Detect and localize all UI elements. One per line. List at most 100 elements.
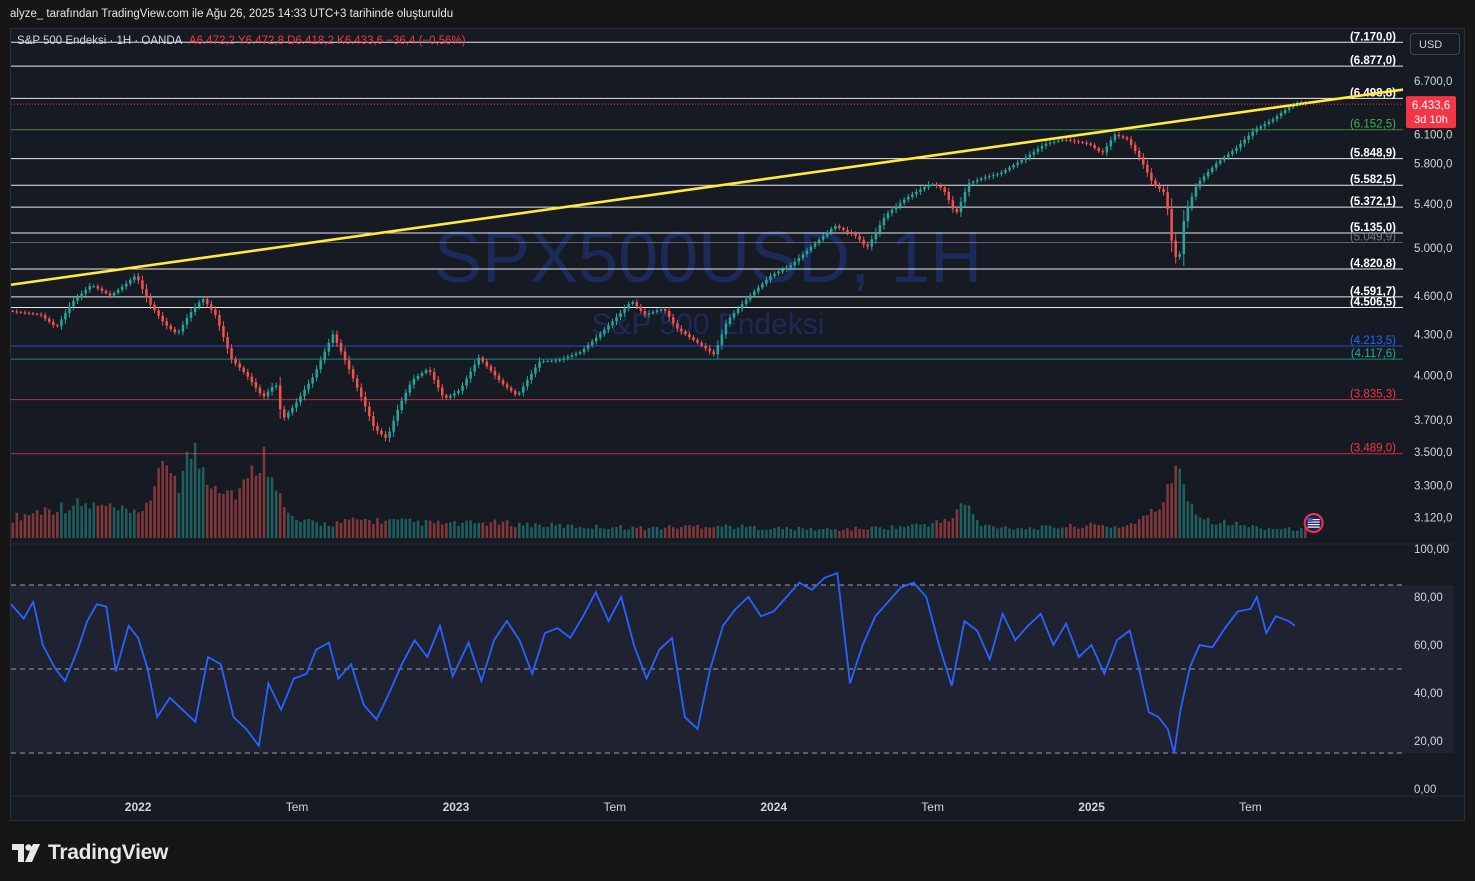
candle-body	[988, 176, 991, 178]
candle-body	[291, 407, 294, 413]
volume-bar	[234, 499, 237, 538]
volume-bar	[781, 528, 784, 538]
candle-body	[935, 184, 938, 186]
volume-bar	[92, 502, 96, 538]
volume-bar	[959, 503, 963, 538]
volume-bar	[1137, 519, 1141, 538]
volume-bar	[834, 529, 837, 538]
volume-bar	[214, 485, 217, 538]
volume-bar	[850, 530, 853, 538]
candle-body	[757, 287, 760, 292]
volume-bar	[1004, 526, 1007, 538]
volume-bar	[96, 505, 100, 538]
symbol-name[interactable]: S&P 500 Endeksi · 1H · OANDA	[17, 35, 182, 47]
flag-ring	[1303, 513, 1324, 533]
candle-body	[137, 276, 140, 281]
volume-bar	[197, 468, 201, 538]
volume-bar	[1093, 524, 1096, 538]
volume-bar	[842, 529, 845, 538]
currency-button[interactable]: USD	[1410, 33, 1460, 55]
candle-body	[1275, 116, 1279, 120]
volume-bar	[692, 526, 695, 538]
symbol-legend[interactable]: S&P 500 Endeksi · 1H · OANDA A6.472,2 Y6…	[17, 35, 466, 47]
candle-body	[684, 331, 687, 335]
volume-bar	[1279, 529, 1283, 538]
volume-bar	[1097, 525, 1100, 538]
volume-bar	[830, 529, 833, 538]
candle-body	[979, 178, 983, 180]
candle-body	[92, 286, 96, 288]
volume-bar	[643, 530, 647, 538]
volume-bar	[1267, 528, 1271, 538]
candle-body	[319, 360, 322, 370]
volume-bar	[262, 446, 266, 538]
candle-body	[1247, 135, 1250, 140]
volume-bar	[522, 525, 525, 538]
volume-bar	[388, 519, 391, 538]
chart-caption: alyze_ tarafından TradingView.com ile Ağ…	[10, 8, 454, 20]
price-tick-label: 3.120,0	[1414, 513, 1452, 525]
candle-body	[278, 385, 282, 410]
volume-bar	[445, 523, 448, 538]
volume-bar	[287, 512, 290, 538]
rsi-tick-label: 20,00	[1414, 736, 1443, 748]
candle-body	[165, 321, 168, 326]
candle-body	[116, 289, 120, 293]
volume-bar	[424, 519, 428, 538]
candle-body	[1202, 176, 1206, 181]
candle-body	[830, 229, 833, 233]
candle-body	[359, 387, 363, 397]
candle-body	[850, 231, 853, 235]
volume-bar	[1283, 528, 1287, 538]
candle-body	[1154, 180, 1157, 186]
volume-bar	[327, 526, 331, 538]
candle-body	[667, 310, 671, 318]
candle-body	[226, 337, 229, 349]
candle-body	[643, 310, 647, 315]
candle-body	[254, 382, 258, 388]
volume-bar	[680, 526, 683, 538]
candle-body	[1097, 148, 1100, 152]
candle-body	[323, 351, 327, 361]
candle-body	[35, 313, 39, 315]
volume-bar	[335, 521, 339, 538]
candle-body	[120, 286, 124, 290]
candle-body	[242, 367, 245, 373]
volume-bar	[270, 477, 274, 538]
candle-body	[1073, 140, 1076, 142]
volume-bar	[578, 527, 582, 538]
volume-bar	[1202, 519, 1206, 538]
candle-body	[1287, 107, 1291, 110]
candle-body	[1166, 192, 1169, 210]
volume-bar	[432, 523, 436, 538]
candle-body	[1133, 144, 1137, 151]
candle-body	[1182, 221, 1186, 255]
volume-bar	[291, 515, 294, 538]
volume-bar	[1060, 527, 1064, 538]
volume-bar	[862, 529, 865, 538]
time-tick-label: Tem	[603, 800, 626, 814]
tradingview-brand[interactable]: TradingView	[12, 839, 168, 867]
volume-bar	[748, 526, 752, 538]
candle-body	[364, 396, 367, 407]
candle-body	[574, 353, 578, 356]
volume-bar	[19, 520, 23, 538]
volume-bar	[975, 520, 979, 538]
volume-bar	[64, 513, 67, 538]
candle-body	[56, 325, 59, 327]
volume-bar	[319, 525, 322, 538]
volume-bar	[1142, 515, 1145, 538]
volume-bar	[137, 512, 140, 538]
candle-body	[639, 306, 643, 311]
volume-bar	[153, 485, 156, 538]
volume-bar	[526, 522, 529, 538]
volume-bar	[696, 525, 699, 538]
price-tick-label: 4.600,0	[1414, 291, 1452, 303]
flag-stripe	[1307, 521, 1320, 523]
flag-canton	[1307, 518, 1313, 522]
volume-bar	[1121, 526, 1125, 538]
flag-stripe	[1307, 526, 1320, 528]
time-tick-label: Tem	[921, 800, 944, 814]
level-label-4: (5.848,9)	[1350, 148, 1396, 160]
